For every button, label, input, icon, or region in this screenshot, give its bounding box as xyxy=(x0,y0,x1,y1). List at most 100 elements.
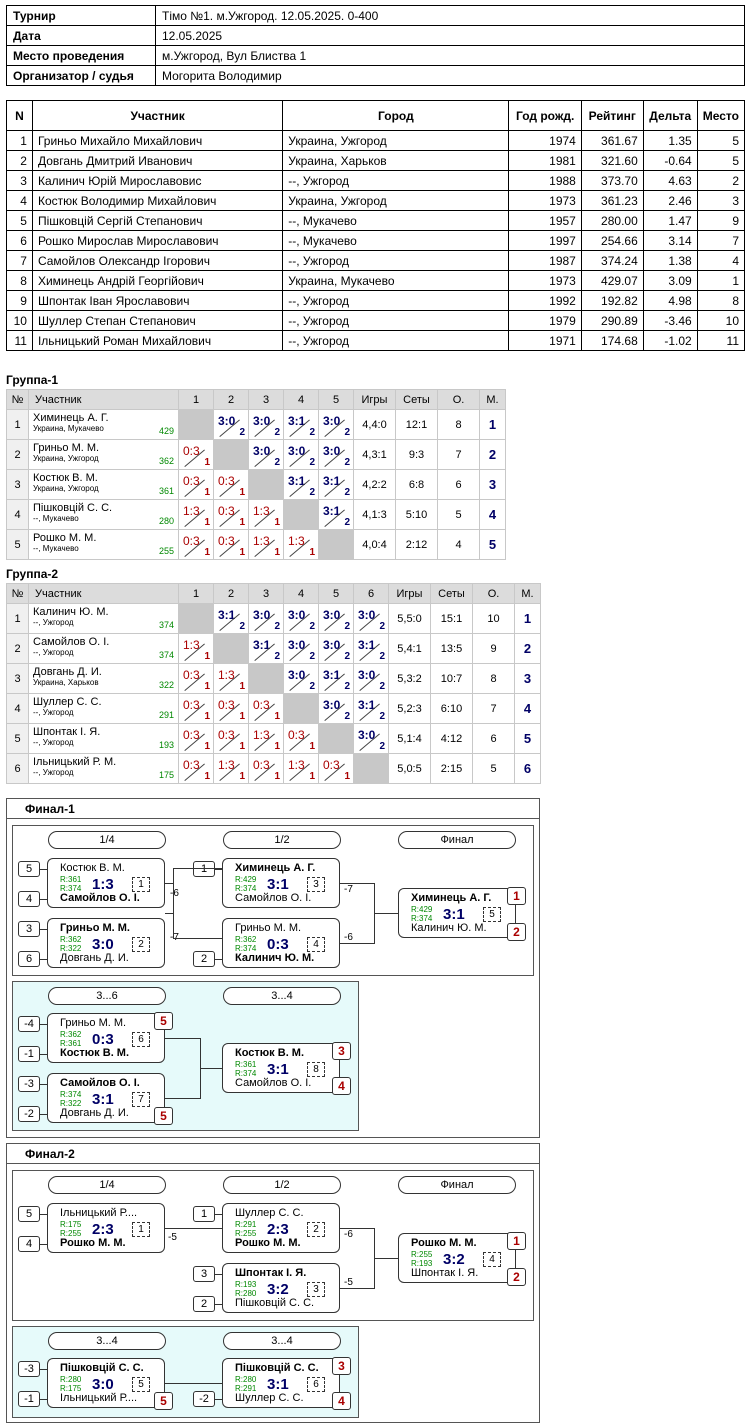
participant-cell: 3 xyxy=(696,190,746,211)
bracket-match: Гриньо М. М. R:362 R:374 0:3 4 Калинич Ю. М. xyxy=(222,918,340,968)
match-player-1: Костюк В. М. xyxy=(235,1047,305,1059)
round-label: 1/4 xyxy=(48,831,166,849)
group-result-cell: 3:0 2 xyxy=(318,633,354,664)
match-player-2: Рошко М. М. xyxy=(60,1237,126,1249)
bracket-match: Гриньо М. М. R:362 R:361 0:3 6 Костюк В. М. xyxy=(47,1013,165,1063)
match-rating-2: R:322 xyxy=(60,1099,82,1108)
bracket-line xyxy=(340,1228,374,1229)
group-row-num: 2 xyxy=(6,633,29,664)
group-player-cell: Довгань Д. И. Украина, Харьков 322 xyxy=(28,663,179,694)
group-row: 2 Самойлов О. І. --, Ужгород 374 1:3 1 3:1 2 3:0… xyxy=(6,633,541,664)
group-score: 3:0 xyxy=(358,668,376,682)
group-points: 2 xyxy=(344,487,350,498)
participant-row: 10 Шуллер Степан Степанович --, Ужгород 197… xyxy=(6,310,746,331)
group-points: 1 xyxy=(204,547,210,558)
match-rating-1: R:255 xyxy=(411,1250,433,1259)
info-key: Дата xyxy=(6,25,156,46)
group-player-name: Самойлов О. І. xyxy=(33,636,110,648)
group-player-city: --, Ужгород xyxy=(33,708,74,717)
group-points: 1 xyxy=(204,741,210,752)
final-place: 4 xyxy=(332,1077,351,1095)
participant-cell: --, Ужгород xyxy=(282,330,510,351)
group-result-cell: 0:3 1 xyxy=(213,693,249,724)
participant-cell: Украина, Харьков xyxy=(282,150,510,171)
group-score: 1:3 xyxy=(253,504,270,518)
match-player-2: Калинич Ю. М. xyxy=(235,952,315,964)
group-player-city: --, Ужгород xyxy=(33,618,74,627)
match-rating-1: R:291 xyxy=(235,1220,257,1229)
group-result-cell: 3:1 2 xyxy=(248,633,284,664)
info-value: Тімо №1. м.Ужгород. 12.05.2025. 0-400 xyxy=(155,5,745,26)
bracket-line xyxy=(165,1383,223,1384)
participant-cell: 5 xyxy=(696,150,746,171)
group-result-cell: 0:3 1 xyxy=(248,753,284,784)
group-score: 3:0 xyxy=(253,444,271,458)
match-rating-2: R:374 xyxy=(235,1069,257,1078)
group-self-cell xyxy=(178,409,214,440)
participant-cell: Шуллер Степан Степанович xyxy=(31,310,284,331)
match-player-2: Довгань Д. И. xyxy=(60,1107,129,1119)
participants-header: Место xyxy=(696,100,746,131)
group1-table: № Участник 1 2 3 4 5 Игры Сеты О. М. 1 Химинець А. Г… xyxy=(6,389,506,560)
participant-cell: 3 xyxy=(6,170,33,191)
group-points: 1 xyxy=(274,711,280,722)
bracket-line xyxy=(40,899,47,900)
group-score: 0:3 xyxy=(218,474,235,488)
bracket-match: Шуллер С. С. R:291 R:255 2:3 2 Рошко М. М. xyxy=(222,1203,340,1253)
group-score: 3:0 xyxy=(323,444,341,458)
participant-cell: Украина, Мукачево xyxy=(282,270,510,291)
final1-title: Финал-1 xyxy=(7,799,539,819)
group-score: 1:3 xyxy=(288,534,305,548)
final-place: 5 xyxy=(154,1392,173,1410)
group-points: 1 xyxy=(239,771,245,782)
group-player-rating: 374 xyxy=(158,650,174,660)
match-player-2: Костюк В. М. xyxy=(60,1047,130,1059)
group-o: 5 xyxy=(437,499,480,530)
group-points: 2 xyxy=(379,741,385,752)
group-player-city: Украина, Мукачево xyxy=(33,424,104,433)
bracket-match: Химинець А. Г. R:429 R:374 3:1 3 Самойлов О. … xyxy=(222,858,340,908)
bracket-seed: -1 xyxy=(18,1046,40,1062)
participant-cell: 1957 xyxy=(508,210,582,231)
group-score: 3:1 xyxy=(323,504,341,518)
match-number: 2 xyxy=(132,937,150,952)
participant-cell: 280.00 xyxy=(580,210,644,231)
group-result-cell: 0:3 1 xyxy=(178,529,214,560)
bracket-match: Пішковцій С. С. R:280 R:175 3:0 5 Ільницький … xyxy=(47,1358,165,1408)
group-o: 9 xyxy=(472,633,515,664)
match-player-2: Пішковцій С. С. xyxy=(235,1297,315,1309)
round-label: 1/2 xyxy=(223,831,341,849)
participant-cell: 373.70 xyxy=(580,170,644,191)
group-score: 3:0 xyxy=(323,698,341,712)
group-header-games: Игры xyxy=(388,583,431,604)
group-player-name: Калинич Ю. М. xyxy=(33,606,109,618)
group-player-cell: Шуллер С. С. --, Ужгород 291 xyxy=(28,693,179,724)
match-rating-2: R:255 xyxy=(235,1229,257,1238)
bracket-seed: 5 xyxy=(18,1206,40,1222)
match-player-2: Ільницький Р.... xyxy=(60,1392,138,1404)
bracket-seed: 3 xyxy=(18,921,40,937)
group-score: 1:3 xyxy=(218,758,235,772)
match-rating-2: R:193 xyxy=(411,1259,433,1268)
match-player-2: Рошко М. М. xyxy=(235,1237,301,1249)
group-points: 1 xyxy=(204,651,210,662)
group-row-num: 4 xyxy=(6,693,29,724)
round-label: 3...6 xyxy=(48,987,166,1005)
group-points: 1 xyxy=(274,741,280,752)
group-points: 1 xyxy=(309,741,315,752)
group-result-cell: 0:3 1 xyxy=(178,439,214,470)
group-row-num: 2 xyxy=(6,439,29,470)
group-player-name: Костюк В. М. xyxy=(33,472,98,484)
group-games: 4,1:3 xyxy=(353,499,396,530)
info-key: Место проведения xyxy=(6,45,156,66)
group-points: 2 xyxy=(309,487,315,498)
group-score: 0:3 xyxy=(183,668,200,682)
match-player-2: Шпонтак І. Я. xyxy=(411,1267,479,1279)
group-row-num: 6 xyxy=(6,753,29,784)
group-player-city: --, Ужгород xyxy=(33,738,74,747)
group-points: 2 xyxy=(274,621,280,632)
group-row: 5 Шпонтак І. Я. --, Ужгород 193 0:3 1 0:3 1 1:3 1… xyxy=(6,723,541,754)
participant-cell: 10 xyxy=(696,310,746,331)
loser-destination: -5 xyxy=(344,1277,353,1288)
group-header-col: 3 xyxy=(248,389,284,410)
